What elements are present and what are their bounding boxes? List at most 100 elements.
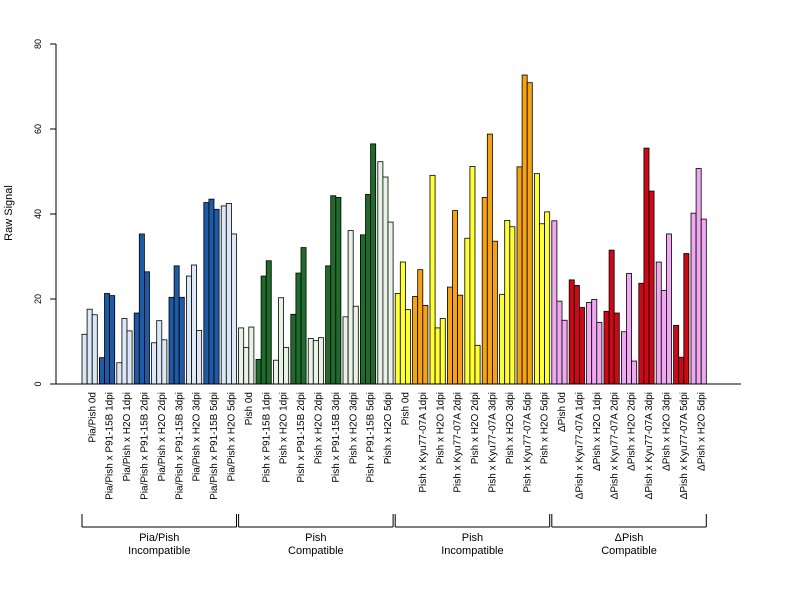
x-tick-label: Pish x H2O 1dpi — [435, 392, 446, 464]
x-tick-label: Pish x H2O 1dpi — [279, 392, 290, 464]
group-label-line2: Compatible — [288, 545, 344, 557]
bar — [220, 205, 227, 385]
bar — [491, 240, 498, 385]
bar — [683, 253, 690, 385]
bar — [429, 174, 436, 385]
bar — [91, 314, 98, 385]
bar — [352, 305, 359, 385]
bar — [655, 261, 662, 385]
bar — [272, 359, 279, 385]
bar — [539, 223, 545, 385]
x-tick-label: Pia/Pish x H2O 3dpi — [192, 392, 203, 482]
y-tick-label: 60 — [33, 124, 43, 134]
x-tick-label: Pia/Pish 0d — [87, 392, 98, 443]
bar — [203, 202, 210, 385]
bar — [126, 330, 133, 385]
x-tick-label: Pish x H2O 3dpi — [505, 392, 516, 464]
bar — [417, 269, 424, 385]
group-label-line1: Pish — [305, 532, 326, 544]
x-tick-label: ΔPish 0d — [557, 392, 568, 432]
bar — [347, 230, 354, 385]
bar — [678, 356, 685, 385]
bar — [173, 265, 180, 385]
bar — [695, 168, 702, 385]
x-tick-label: Pia/Pish x H2O 5dpi — [226, 392, 237, 482]
bar — [104, 293, 110, 385]
bar — [307, 338, 314, 385]
bar — [109, 295, 116, 385]
bar — [638, 282, 645, 385]
bar — [446, 286, 453, 385]
x-tick-label: ΔPish x H2O 5dpi — [696, 392, 707, 471]
bar — [335, 197, 342, 385]
bar — [626, 273, 632, 385]
x-tick-label: Pish x H2O 2dpi — [470, 392, 481, 464]
bar — [457, 294, 464, 385]
bar — [295, 272, 302, 385]
bar — [196, 330, 203, 385]
x-tick-label: ΔPish x H2O 3dpi — [661, 392, 672, 471]
y-tick-label: 20 — [33, 294, 43, 304]
bar — [138, 233, 145, 385]
x-tick-label: Pish x P91-15B 3dpi — [331, 392, 342, 483]
bar — [225, 202, 232, 385]
bar — [481, 197, 488, 385]
bar — [643, 147, 650, 385]
x-tick-label: ΔPish x Kyu77-07A 2dpi — [609, 392, 620, 499]
bar — [673, 324, 680, 385]
group-brackets: Pia/PishIncompatiblePishCompatiblePishIn… — [81, 514, 707, 557]
bar — [365, 194, 371, 385]
x-tick-label: Pish x P91-15B 2dpi — [296, 392, 307, 483]
x-tick-label: Pish x H2O 5dpi — [540, 392, 551, 464]
bar — [591, 299, 598, 385]
bar — [579, 307, 585, 385]
x-tick-label: ΔPish x Kyu77-07A 3dpi — [644, 392, 655, 499]
bar — [561, 319, 568, 385]
x-tick-label: Pish x Kyu77-07A 2dpi — [453, 392, 464, 493]
group-label-line2: Incompatible — [441, 545, 503, 557]
bar — [648, 190, 655, 385]
x-tick-label: Pia/Pish x P91-15B 1dpi — [105, 392, 116, 500]
group-label-line1: Pia/Pish — [139, 532, 179, 544]
x-tick-label: Pia/Pish x H2O 1dpi — [122, 392, 133, 482]
bar — [116, 362, 123, 385]
bar — [464, 237, 471, 385]
bar — [387, 221, 394, 385]
bar — [486, 133, 493, 385]
bar — [422, 304, 429, 385]
bar — [300, 247, 307, 385]
bar — [469, 165, 476, 385]
bar — [161, 339, 168, 385]
x-tick-label: Pia/Pish x P91-15B 5dpi — [209, 392, 220, 500]
y-tick-label: 40 — [33, 209, 43, 219]
bar — [81, 333, 88, 385]
bar — [317, 337, 324, 385]
x-tick-label: Pish x H2O 5dpi — [383, 392, 394, 464]
bar — [208, 198, 215, 385]
bar — [504, 219, 511, 385]
group-label-line1: ΔPish — [615, 532, 644, 544]
bar — [534, 173, 540, 385]
bar — [248, 326, 255, 385]
x-tick-label: Pish x P91-15B 1dpi — [261, 392, 272, 483]
bar — [290, 313, 297, 385]
x-tick-label: ΔPish x Kyu77-07A 5dpi — [679, 392, 690, 499]
bar — [143, 271, 150, 385]
bar — [544, 211, 551, 385]
bar — [238, 327, 245, 385]
bar — [230, 233, 237, 385]
x-tick-label: Pish x H2O 3dpi — [348, 392, 359, 464]
group-label-line1: Pish — [462, 532, 483, 544]
bar — [151, 342, 158, 385]
bar — [255, 358, 262, 385]
bar — [700, 218, 707, 385]
x-tick-label: Pish x Kyu77-07A 1dpi — [418, 392, 429, 493]
bar — [99, 357, 105, 385]
y-tick-label: 0 — [33, 381, 43, 386]
bar — [603, 310, 610, 385]
bar — [359, 234, 366, 385]
x-tick-labels: Pia/Pish 0d Pia/Pish x P91-15B 1dpi Pia/Pi… — [87, 392, 707, 500]
bar — [133, 312, 140, 385]
bar — [86, 308, 93, 385]
x-tick-label: Pia/Pish x P91-15B 3dpi — [174, 392, 185, 500]
